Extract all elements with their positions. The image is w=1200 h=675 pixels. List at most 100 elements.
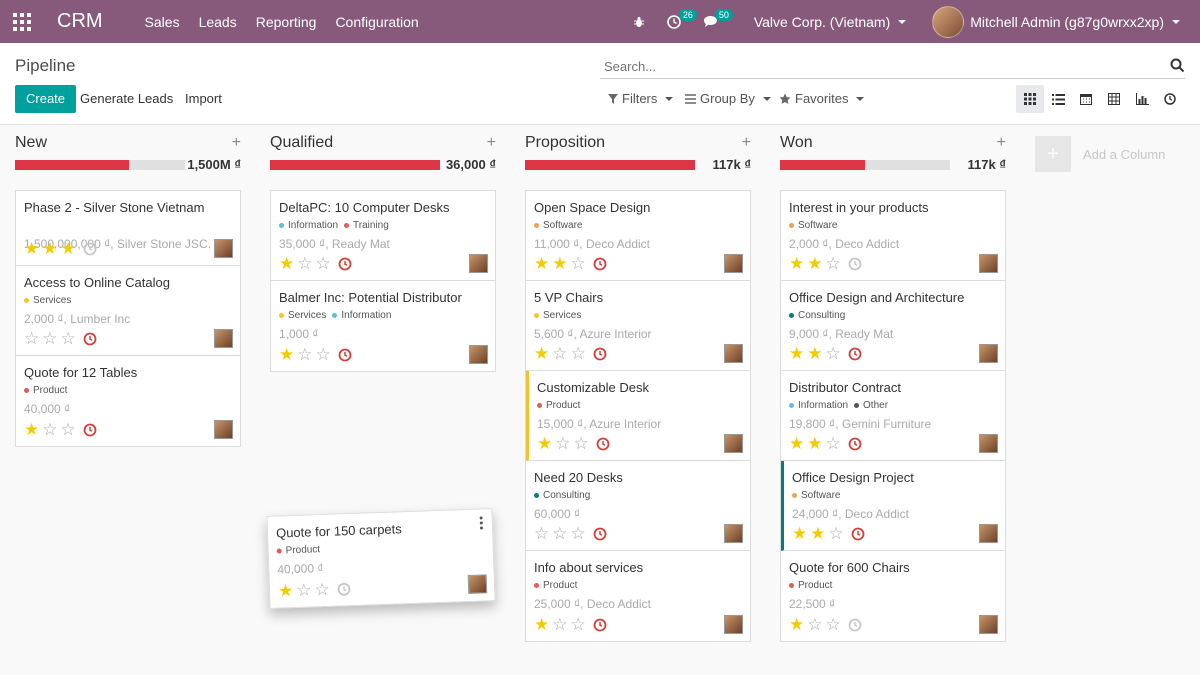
column-progress-bar[interactable]	[780, 160, 950, 170]
activity-clock-icon[interactable]	[848, 257, 862, 271]
create-button[interactable]: Create	[15, 85, 77, 113]
calendar-view-icon[interactable]	[1072, 85, 1100, 113]
activity-clock-icon[interactable]	[337, 582, 351, 596]
priority-star-icon[interactable]: ★	[534, 254, 550, 273]
debug-bug-icon[interactable]	[633, 16, 645, 28]
priority-star-icon[interactable]: ★	[789, 615, 805, 634]
priority-star-icon[interactable]: ☆	[297, 254, 313, 273]
priority-star-icon[interactable]: ★	[810, 524, 826, 543]
priority-star-icon[interactable]: ☆	[60, 420, 76, 439]
priority-star-icon[interactable]: ☆	[807, 615, 823, 634]
priority-star-icon[interactable]: ☆	[552, 615, 568, 634]
favorites-dropdown[interactable]: Favorites	[779, 91, 865, 106]
activity-clock-icon[interactable]	[593, 257, 607, 271]
priority-star-icon[interactable]: ☆	[828, 524, 844, 543]
priority-star-icon[interactable]: ★	[807, 434, 823, 453]
column-title[interactable]: Qualified	[270, 134, 334, 151]
messages-chat-icon[interactable]: 50	[703, 9, 733, 28]
lead-card[interactable]: DeltaPC: 10 Computer Desks Information Tra…	[271, 191, 495, 281]
column-progress-bar[interactable]	[270, 160, 440, 170]
activity-clock-icon[interactable]	[338, 257, 352, 271]
priority-star-icon[interactable]: ☆	[570, 524, 586, 543]
priority-star-icon[interactable]: ☆	[825, 615, 841, 634]
priority-star-icon[interactable]: ☆	[315, 345, 331, 364]
lead-card[interactable]: Quote for 12 Tables Product 40,000 ₫ ★ ☆ ☆	[16, 356, 240, 446]
activity-clock-icon[interactable]	[83, 423, 97, 437]
priority-star-icon[interactable]: ☆	[552, 524, 568, 543]
lead-card[interactable]: Access to Online Catalog Services 2,000 ₫,…	[16, 266, 240, 356]
dragged-card[interactable]: Quote for 150 carpets Product 40,000 ₫ ★ ☆ ☆	[266, 508, 496, 609]
activity-clock-icon[interactable]	[593, 618, 607, 632]
lead-card[interactable]: Distributor Contract Information Other 19,8…	[781, 371, 1005, 461]
app-brand[interactable]: CRM	[57, 10, 103, 32]
list-view-icon[interactable]	[1044, 85, 1072, 113]
lead-card[interactable]: Interest in your products Software 2,000 ₫…	[781, 191, 1005, 281]
priority-star-icon[interactable]: ☆	[573, 434, 589, 453]
add-column[interactable]: + Add a Column	[1035, 136, 1165, 172]
priority-star-icon[interactable]: ★	[789, 344, 805, 363]
activity-clock-icon[interactable]	[83, 242, 97, 256]
activity-clock-icon[interactable]	[851, 527, 865, 541]
priority-star-icon[interactable]: ★	[807, 254, 823, 273]
priority-star-icon[interactable]: ☆	[315, 254, 331, 273]
activity-clock-icon[interactable]	[848, 618, 862, 632]
priority-star-icon[interactable]: ★	[279, 254, 295, 273]
lead-card[interactable]: Quote for 600 Chairs Product 22,500 ₫ ★ ☆ ☆	[781, 551, 1005, 641]
import-button[interactable]: Import	[185, 91, 222, 106]
lead-card[interactable]: Customizable Desk Product 15,000 ₫, Azure …	[526, 371, 750, 461]
company-switcher[interactable]: Valve Corp. (Vietnam)	[754, 14, 907, 30]
add-card-plus-icon[interactable]: +	[996, 134, 1006, 151]
add-card-plus-icon[interactable]: +	[231, 134, 241, 151]
menu-sales[interactable]: Sales	[144, 13, 180, 30]
add-card-plus-icon[interactable]: +	[741, 134, 751, 151]
priority-star-icon[interactable]: ☆	[570, 615, 586, 634]
activity-clock-icon[interactable]	[83, 332, 97, 346]
column-title[interactable]: New	[15, 134, 48, 151]
priority-star-icon[interactable]: ☆	[555, 434, 571, 453]
priority-star-icon[interactable]: ☆	[825, 344, 841, 363]
priority-star-icon[interactable]: ☆	[297, 345, 313, 364]
lead-card[interactable]: 5 VP Chairs Services 5,600 ₫, Azure Interi…	[526, 281, 750, 371]
priority-star-icon[interactable]: ★	[277, 581, 294, 601]
user-menu[interactable]: Mitchell Admin (g87g0wrxx2xp)	[932, 5, 1180, 38]
activity-clock-icon[interactable]	[338, 348, 352, 362]
priority-star-icon[interactable]: ★	[534, 615, 550, 634]
column-title[interactable]: Proposition	[525, 134, 606, 151]
filters-dropdown[interactable]: Filters	[608, 91, 674, 106]
activity-clock-icon[interactable]	[848, 347, 862, 361]
priority-star-icon[interactable]: ☆	[552, 344, 568, 363]
activity-clock-icon[interactable]: 26	[667, 8, 697, 29]
search-input[interactable]	[600, 55, 1140, 77]
groupby-dropdown[interactable]: Group By	[685, 91, 771, 106]
lead-card[interactable]: Need 20 Desks Consulting 60,000 ₫ ☆ ☆ ☆	[526, 461, 750, 551]
priority-star-icon[interactable]: ★	[24, 420, 40, 439]
lead-card[interactable]: Office Design Project Software 24,000 ₫, D…	[781, 461, 1005, 551]
apps-menu-icon[interactable]	[13, 12, 31, 31]
activity-view-icon[interactable]	[1156, 85, 1184, 113]
lead-card[interactable]: Balmer Inc: Potential Distributor Service…	[271, 281, 495, 371]
column-progress-bar[interactable]	[15, 160, 185, 170]
search-icon[interactable]	[1170, 58, 1185, 78]
priority-star-icon[interactable]: ☆	[42, 420, 58, 439]
priority-star-icon[interactable]: ★	[537, 434, 553, 453]
priority-star-icon[interactable]: ★	[807, 344, 823, 363]
priority-star-icon[interactable]: ★	[279, 345, 295, 364]
kanban-view-icon[interactable]	[1016, 85, 1044, 113]
priority-star-icon[interactable]: ★	[552, 254, 568, 273]
priority-star-icon[interactable]: ☆	[295, 580, 312, 600]
priority-star-icon[interactable]: ☆	[570, 254, 586, 273]
lead-card[interactable]: Office Design and Architecture Consulting…	[781, 281, 1005, 371]
priority-star-icon[interactable]: ☆	[825, 254, 841, 273]
pivot-view-icon[interactable]	[1100, 85, 1128, 113]
priority-star-icon[interactable]: ☆	[42, 329, 58, 348]
priority-star-icon[interactable]: ☆	[534, 524, 550, 543]
activity-clock-icon[interactable]	[848, 437, 862, 451]
card-menu-icon[interactable]	[479, 516, 484, 531]
activity-clock-icon[interactable]	[593, 527, 607, 541]
column-progress-bar[interactable]	[525, 160, 695, 170]
priority-star-icon[interactable]: ★	[789, 254, 805, 273]
menu-configuration[interactable]: Configuration	[335, 13, 419, 30]
column-title[interactable]: Won	[780, 134, 813, 151]
graph-view-icon[interactable]	[1128, 85, 1156, 113]
activity-clock-icon[interactable]	[596, 437, 610, 451]
